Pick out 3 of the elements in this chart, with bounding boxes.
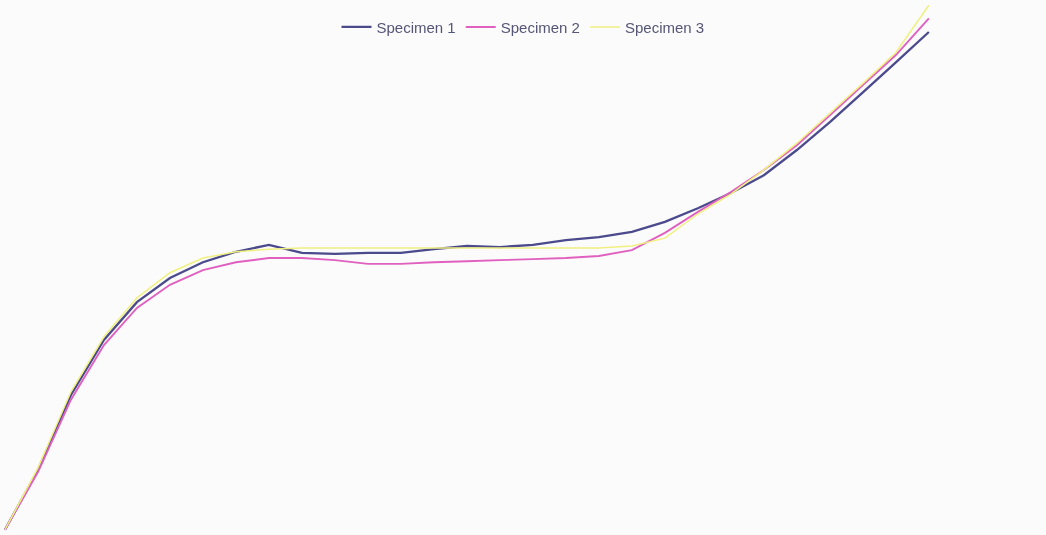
legend-label: Specimen 2 [500, 18, 580, 36]
legend-label: Specimen 3 [624, 18, 705, 36]
legend-label: Specimen 1 [376, 18, 456, 36]
